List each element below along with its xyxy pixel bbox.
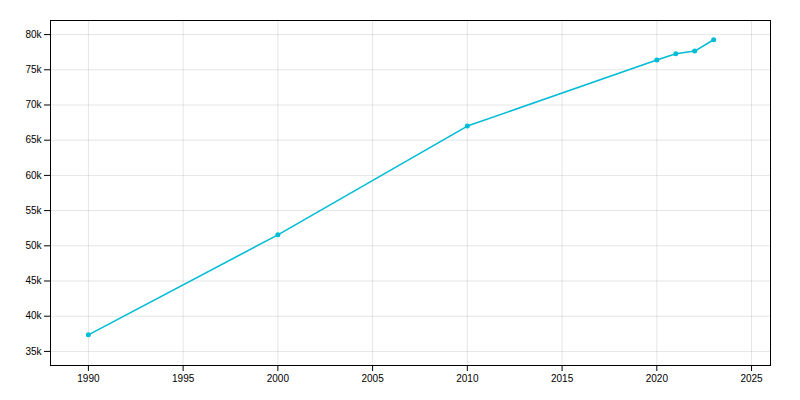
svg-text:80k: 80k	[25, 29, 42, 40]
svg-text:2000: 2000	[267, 373, 290, 384]
svg-text:40k: 40k	[25, 310, 42, 321]
svg-text:55k: 55k	[25, 205, 42, 216]
svg-text:2020: 2020	[646, 373, 669, 384]
svg-text:65k: 65k	[25, 134, 42, 145]
svg-text:2015: 2015	[551, 373, 574, 384]
svg-text:45k: 45k	[25, 275, 42, 286]
svg-text:70k: 70k	[25, 99, 42, 110]
svg-text:75k: 75k	[25, 64, 42, 75]
svg-text:2010: 2010	[456, 373, 479, 384]
svg-text:1995: 1995	[172, 373, 195, 384]
svg-text:2005: 2005	[361, 373, 384, 384]
svg-text:2025: 2025	[740, 373, 763, 384]
svg-text:1990: 1990	[77, 373, 100, 384]
svg-text:35k: 35k	[25, 346, 42, 357]
svg-text:50k: 50k	[25, 240, 42, 251]
svg-text:60k: 60k	[25, 170, 42, 181]
